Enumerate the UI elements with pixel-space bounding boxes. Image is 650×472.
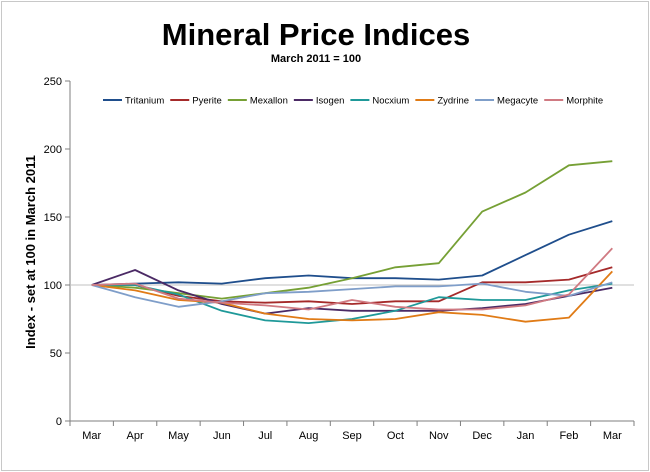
series-line-mexallon (91, 160, 613, 300)
series-line-morphite (91, 247, 613, 311)
legend-label-nocxium: Nocxium (372, 96, 409, 107)
series-line-pyerite (91, 266, 613, 305)
x-tick-label: Mar (82, 430, 101, 442)
y-tick-label: 0 (56, 416, 62, 428)
x-tick-label: Sep (342, 430, 362, 442)
x-tick-label: Mar (603, 430, 622, 442)
x-tick-label: Oct (387, 430, 404, 442)
legend-label-morphite: Morphite (566, 96, 603, 107)
y-axis-ticks: 0 50 100 150 200 250 (44, 76, 70, 428)
y-axis-label: Index - set at 100 in March 2011 (23, 155, 38, 349)
y-tick-label: 50 (50, 348, 62, 360)
x-tick-label: Apr (127, 430, 144, 442)
series-line-megacyte (91, 281, 613, 308)
series-line-isogen (91, 269, 613, 315)
x-tick-label: Feb (559, 430, 578, 442)
legend-label-mexallon: Mexallon (250, 96, 288, 107)
series-line-zydrine (91, 270, 613, 323)
y-tick-label: 250 (44, 76, 62, 88)
y-tick-label: 150 (44, 212, 62, 224)
series-lines (91, 160, 613, 325)
x-axis-ticks: Mar Apr May Jun Jul Aug Sep Oct Nov Dec Jan Feb Mar (69, 421, 635, 442)
chart-title: Mineral Price Indices (162, 17, 470, 52)
plot-area: 0 50 100 150 200 250 Mar Apr May Jun Jul Aug Sep Oct… (44, 76, 635, 442)
legend-label-zydrine: Zydrine (437, 96, 469, 107)
chart-subtitle: March 2011 = 100 (271, 53, 361, 65)
x-tick-label: Dec (472, 430, 492, 442)
legend: Tritanium Pyerite Mexallon Isogen Nocxium Zyd… (103, 96, 603, 107)
x-tick-label: May (168, 430, 189, 442)
y-tick-label: 100 (44, 280, 62, 292)
x-tick-label: Jun (213, 430, 231, 442)
x-tick-label: Jan (517, 430, 535, 442)
y-tick-label: 200 (44, 144, 62, 156)
series-line-nocxium (91, 282, 613, 325)
legend-label-megacyte: Megacyte (497, 96, 538, 107)
legend-label-pyerite: Pyerite (192, 96, 222, 107)
x-tick-label: Nov (429, 430, 449, 442)
x-tick-label: Jul (258, 430, 272, 442)
legend-label-isogen: Isogen (316, 96, 345, 107)
series-line-tritanium (91, 220, 613, 286)
legend-label-tritanium: Tritanium (125, 96, 164, 107)
x-tick-label: Aug (299, 430, 319, 442)
